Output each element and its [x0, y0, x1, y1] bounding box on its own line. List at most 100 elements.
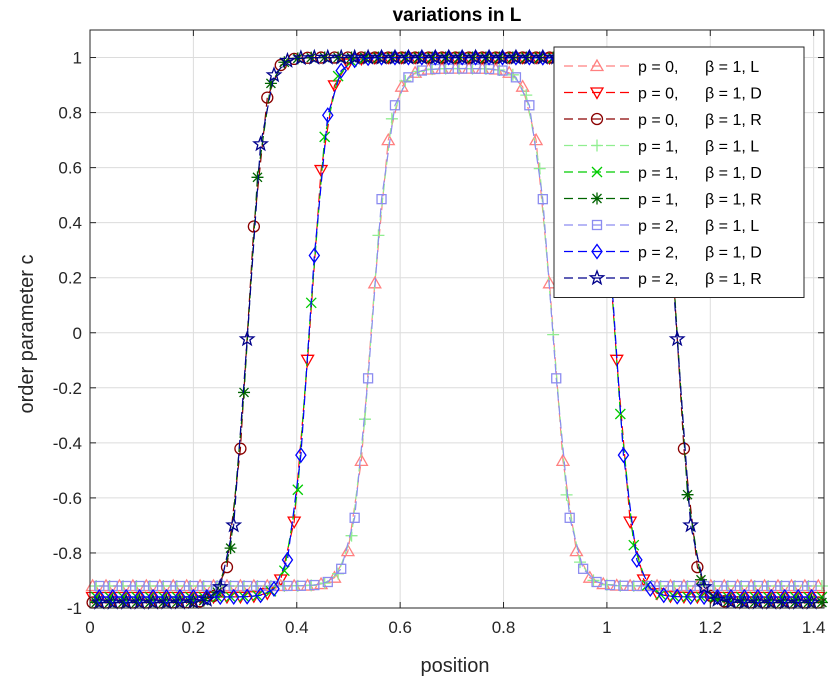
data-point — [251, 171, 264, 184]
data-point — [628, 539, 640, 551]
data-point — [265, 66, 283, 83]
legend-label-p: p = 0, — [638, 59, 678, 76]
y-tick-label: 1 — [73, 49, 82, 68]
data-point — [385, 112, 398, 125]
data-point — [340, 58, 356, 71]
x-axis-label: position — [421, 655, 490, 677]
data-point — [691, 560, 704, 574]
data-point — [313, 164, 329, 178]
data-point — [117, 593, 135, 610]
x-tick-label: 0.2 — [182, 618, 206, 637]
data-point — [564, 512, 575, 523]
legend-label-p: p = 0, — [638, 112, 678, 129]
data-point — [268, 580, 280, 597]
data-point — [555, 453, 571, 467]
legend: p = 0, β = 1, L p = 0, β = 1, D p = 0, β = 1,… — [553, 46, 805, 298]
legend-item: p = 2, β = 1, R — [564, 269, 762, 288]
legend-label-beta: β = 1, D — [705, 86, 762, 103]
data-point — [752, 588, 764, 606]
legend-label-beta: β = 1, L — [705, 139, 759, 156]
data-point — [160, 588, 173, 606]
data-point — [655, 589, 667, 601]
data-point — [778, 588, 791, 606]
data-point — [711, 588, 724, 606]
legend-label-p: p = 1, — [638, 165, 678, 182]
legend-item: p = 0, β = 1, L — [564, 58, 759, 76]
data-point — [238, 330, 256, 347]
data-point — [332, 70, 344, 82]
legend-marker — [591, 139, 603, 152]
data-point — [131, 593, 149, 610]
data-point — [792, 588, 804, 606]
data-point — [358, 413, 371, 426]
legend-marker — [590, 112, 604, 126]
data-point — [805, 588, 818, 606]
data-point — [644, 580, 657, 597]
data-point — [198, 590, 216, 607]
data-point — [815, 579, 828, 592]
data-point — [403, 72, 414, 83]
y-tick-label: 0.8 — [58, 104, 82, 123]
y-tick-label: 0.4 — [58, 214, 82, 233]
data-point — [362, 373, 374, 384]
data-point — [147, 588, 159, 606]
data-point — [507, 48, 525, 65]
data-point — [551, 373, 562, 384]
data-point — [349, 512, 360, 523]
legend-label-p: p = 2, — [638, 245, 678, 262]
legend-item: p = 1, β = 1, L — [564, 139, 759, 156]
legend-marker — [591, 243, 603, 260]
legend-item: p = 2, β = 1, L — [564, 218, 759, 235]
data-point — [631, 551, 643, 569]
data-point — [359, 48, 377, 65]
data-point — [322, 576, 333, 588]
series-line — [99, 56, 812, 604]
x-tick-label: 1 — [602, 618, 611, 637]
data-point — [618, 580, 629, 591]
legend-marker — [589, 58, 605, 72]
data-point — [709, 590, 726, 607]
data-point — [335, 62, 348, 79]
data-point — [749, 593, 767, 610]
data-point — [174, 588, 186, 606]
legend-label-beta: β = 1, R — [705, 271, 762, 288]
data-point — [623, 516, 638, 529]
data-point — [255, 580, 266, 592]
data-point — [287, 516, 302, 529]
data-point — [295, 446, 307, 464]
legend-marker — [589, 87, 605, 100]
data-point — [694, 573, 707, 586]
plot-frame — [89, 29, 825, 609]
data-point — [480, 48, 498, 65]
data-point — [416, 65, 428, 76]
y-tick-label: -0.4 — [53, 434, 82, 453]
legend-item: p = 1, β = 1, D — [564, 165, 762, 182]
data-point — [373, 48, 390, 65]
data-point — [762, 593, 780, 610]
legend-label-p: p = 1, — [638, 192, 678, 209]
data-point — [133, 588, 146, 606]
data-point — [399, 74, 412, 87]
data-point — [399, 48, 417, 65]
series-line — [99, 67, 812, 587]
data-point — [381, 132, 396, 146]
data-point — [725, 588, 737, 606]
data-point — [614, 408, 626, 420]
data-point — [815, 596, 828, 609]
data-point — [426, 48, 444, 65]
legend-item: p = 0, β = 1, D — [564, 86, 762, 103]
y-tick-label: -0.2 — [53, 379, 82, 398]
data-point — [534, 48, 552, 65]
data-point — [497, 65, 508, 76]
legend-label-beta: β = 1, L — [705, 59, 759, 76]
data-point — [279, 51, 296, 68]
data-point — [440, 48, 458, 65]
data-point — [577, 563, 589, 574]
data-point — [354, 453, 369, 467]
data-point — [211, 578, 229, 595]
data-point — [144, 593, 162, 610]
data-point — [386, 48, 404, 65]
data-point — [658, 580, 669, 592]
legend-label-p: p = 0, — [638, 86, 678, 103]
